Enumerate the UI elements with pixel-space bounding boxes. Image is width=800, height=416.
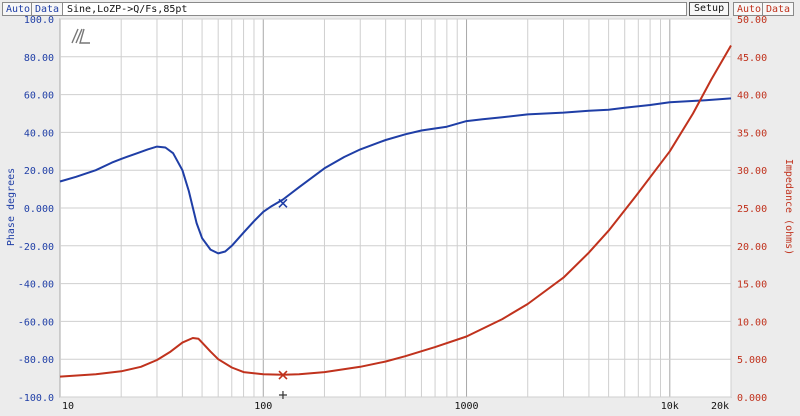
left-tick-label: 0.000 bbox=[24, 204, 54, 215]
x-tick-label: 100 bbox=[254, 401, 272, 412]
right-tick-label: 50.00 bbox=[737, 15, 767, 26]
left-tick-label: -20.00 bbox=[18, 242, 54, 253]
cursor-x-marker[interactable] bbox=[278, 370, 288, 380]
left-tick-label: 40.00 bbox=[24, 128, 54, 139]
left-tick-label: -80.00 bbox=[18, 355, 54, 366]
marker-group bbox=[278, 198, 288, 399]
left-tick-label: 60.00 bbox=[24, 91, 54, 102]
x-axis-ticks: 10 100 1000 10k 20k bbox=[62, 401, 729, 412]
impedance-series-line bbox=[59, 44, 732, 378]
x-tick-label: 10 bbox=[62, 401, 74, 412]
setup-button[interactable]: Setup bbox=[689, 2, 730, 16]
left-tick-label: 80.00 bbox=[24, 53, 54, 64]
right-tick-label: 15.00 bbox=[737, 280, 767, 291]
right-data-button[interactable]: Data bbox=[762, 2, 795, 16]
right-tick-label: 25.00 bbox=[737, 204, 767, 215]
series-group bbox=[59, 44, 732, 378]
left-axis-title: Phase degrees bbox=[6, 168, 17, 246]
measurement-title: Sine,LoZP->Q/Fs,85pt bbox=[62, 2, 687, 16]
right-tick-label: 40.00 bbox=[737, 91, 767, 102]
right-tick-label: 5.000 bbox=[737, 355, 767, 366]
logo-icon bbox=[71, 28, 90, 44]
right-tick-label: 10.00 bbox=[737, 317, 767, 328]
x-tick-label: 1000 bbox=[454, 401, 478, 412]
left-axis-ticks: 100.0 80.00 60.00 40.00 20.00 0.000 -20.00 -40.… bbox=[18, 15, 54, 404]
right-tick-label: 45.00 bbox=[737, 53, 767, 64]
left-tick-label: 20.00 bbox=[24, 166, 54, 177]
left-tick-label: -100.0 bbox=[18, 393, 54, 404]
cursor-plus-marker[interactable] bbox=[278, 391, 287, 399]
grid-lines bbox=[59, 18, 732, 398]
x-tick-label: 20k bbox=[711, 401, 729, 412]
right-tick-label: 30.00 bbox=[737, 166, 767, 177]
x-tick-label: 10k bbox=[661, 401, 679, 412]
left-tick-label: -60.00 bbox=[18, 317, 54, 328]
right-tick-label: 35.00 bbox=[737, 128, 767, 139]
right-axis-title: Impedance (ohms) bbox=[783, 159, 794, 255]
cursor-x-marker[interactable] bbox=[278, 198, 288, 208]
phase-series-line bbox=[59, 97, 732, 255]
right-tick-label: 0.000 bbox=[737, 393, 767, 404]
right-axis-ticks: 50.00 45.00 40.00 35.00 30.00 25.00 20.00 15.00… bbox=[737, 15, 767, 404]
right-tick-label: 20.00 bbox=[737, 242, 767, 253]
left-tick-label: -40.00 bbox=[18, 280, 54, 291]
left-tick-label: 100.0 bbox=[24, 15, 54, 26]
